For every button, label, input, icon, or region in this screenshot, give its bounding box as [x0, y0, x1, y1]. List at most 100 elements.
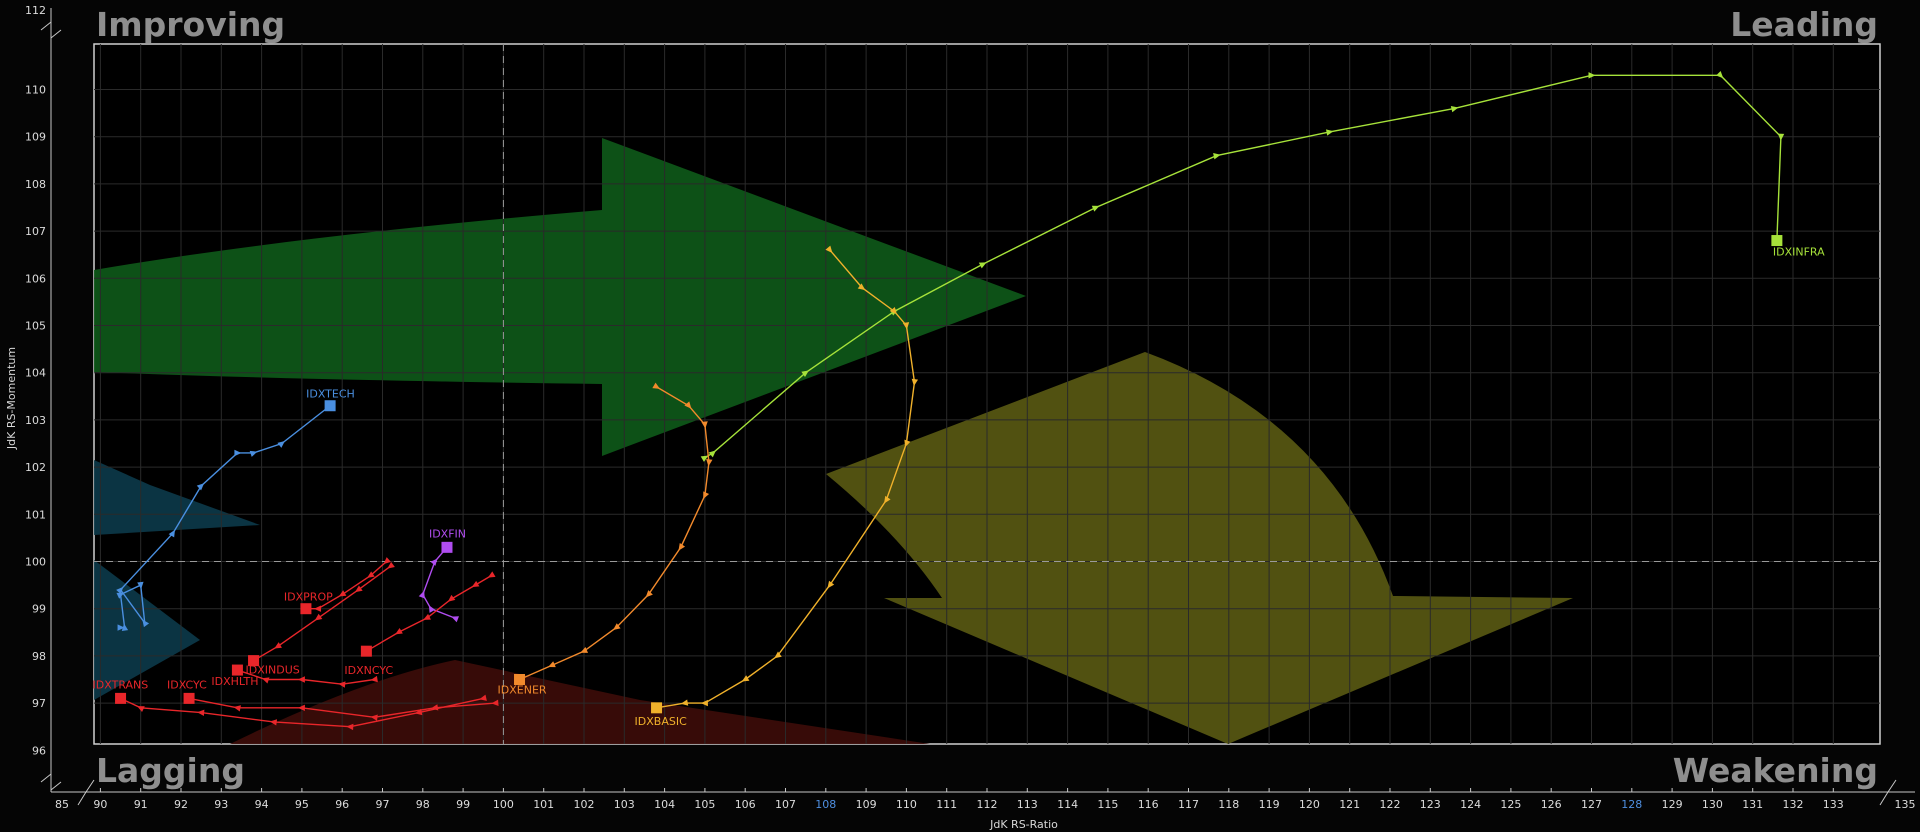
quadrant-leading-label: Leading [1730, 5, 1878, 44]
quadrant-lagging-label: Lagging [96, 751, 245, 790]
series-point [117, 624, 125, 631]
series-point [902, 322, 910, 330]
center-lines [94, 44, 1880, 744]
series-point [701, 421, 708, 429]
x-tick-label: 110 [896, 798, 917, 811]
y-tick-label: 103 [25, 414, 46, 427]
series-point [418, 590, 425, 599]
series-point [889, 306, 897, 315]
y-axis-ticks: 96 97 98 99 100 101 102 103 104 105 106 107 108 109 11… [25, 4, 46, 757]
x-tick-label: 108 [815, 798, 836, 811]
x-tick-label: 120 [1299, 798, 1320, 811]
series-point [706, 459, 713, 467]
series-point [700, 455, 709, 462]
series-point [297, 704, 305, 712]
series-point [1091, 205, 1100, 212]
series-label: IDXINDUS [246, 664, 300, 677]
series-point [491, 699, 499, 707]
x-tick-label: 90 [93, 798, 107, 811]
series-head-marker [231, 664, 243, 676]
improving-arrow-shape [94, 138, 1026, 456]
x-tick-label: 121 [1339, 798, 1360, 811]
x-axis-label: JdK RS-Ratio [989, 818, 1058, 831]
y-axis-break-bottom [40, 772, 62, 792]
series-point [978, 262, 987, 269]
series-point [168, 529, 175, 538]
series-label: IDXNCYC [344, 664, 393, 677]
x-tick-label: 95 [295, 798, 309, 811]
y-tick-label: 100 [25, 556, 46, 569]
series-line [366, 575, 492, 652]
x-tick-label: 112 [977, 798, 998, 811]
y-tick-label: 106 [25, 272, 46, 285]
series-point [479, 694, 487, 701]
series-point [825, 245, 833, 254]
x-tick-label: 102 [574, 798, 595, 811]
series-point [911, 378, 919, 387]
series-idxener: IDXENER [498, 382, 713, 697]
x-tick-label: 104 [654, 798, 675, 811]
series-head-marker [300, 603, 312, 615]
series-point [121, 623, 129, 631]
series-point [314, 613, 323, 621]
x-tick-label: 98 [416, 798, 430, 811]
lagging-red-shape [230, 660, 930, 744]
series-point [234, 449, 242, 457]
y-tick-label: 104 [25, 367, 46, 380]
series-point [197, 709, 205, 716]
series-point [414, 708, 423, 716]
series-point [269, 719, 278, 726]
series-point [741, 675, 750, 682]
x-tick-label: 115 [1097, 798, 1118, 811]
series-label: IDXTRANS [93, 678, 149, 691]
series-label: IDXFIN [429, 527, 466, 540]
series-point [423, 613, 431, 620]
series-point [857, 283, 866, 291]
series-point [703, 491, 710, 500]
x-tick-label: 93 [214, 798, 228, 811]
series-point [548, 661, 556, 668]
series-point [387, 561, 395, 569]
y-tick-label: 97 [32, 697, 46, 710]
x-tick-label: 109 [856, 798, 877, 811]
x-axis-break-left [77, 779, 95, 806]
series-point [774, 651, 782, 659]
x-tick-label: 91 [134, 798, 148, 811]
series-point [277, 441, 285, 448]
series-head-marker [324, 400, 336, 412]
x-tick-label: 122 [1380, 798, 1401, 811]
y-tick-label: 102 [25, 461, 46, 474]
series-point [274, 642, 282, 649]
series-idxindus: IDXINDUS [246, 561, 395, 677]
series-point [314, 605, 322, 612]
x-tick-label: 105 [694, 798, 715, 811]
series-point [471, 580, 480, 588]
series-idxprop: IDXPROP [284, 557, 391, 615]
series-label: IDXCYC [167, 678, 207, 691]
x-tick-label: 127 [1581, 798, 1602, 811]
y-tick-label: 108 [25, 178, 46, 191]
y-tick-label: 98 [32, 650, 46, 663]
series-head-marker [115, 692, 127, 704]
x-tick-label: 107 [775, 798, 796, 811]
series-point [395, 628, 403, 635]
x-tick-label: 103 [614, 798, 635, 811]
grid [94, 44, 1880, 744]
series-point [383, 557, 391, 565]
series-point [355, 585, 363, 593]
series-label: IDXTECH [306, 388, 355, 401]
x-tick-label: 118 [1218, 798, 1239, 811]
series-point [1326, 129, 1334, 136]
series-point [1450, 105, 1459, 113]
y-tick-label: 105 [25, 320, 46, 333]
series-point [116, 586, 124, 595]
series-point [249, 450, 258, 457]
series-point [451, 616, 459, 623]
x-tick-label: 116 [1138, 798, 1159, 811]
series-point [196, 483, 205, 491]
series-head-marker [1771, 235, 1783, 247]
series-point [678, 543, 686, 551]
series-point [346, 723, 354, 731]
series-point [580, 647, 589, 653]
series-head-marker [514, 674, 526, 685]
